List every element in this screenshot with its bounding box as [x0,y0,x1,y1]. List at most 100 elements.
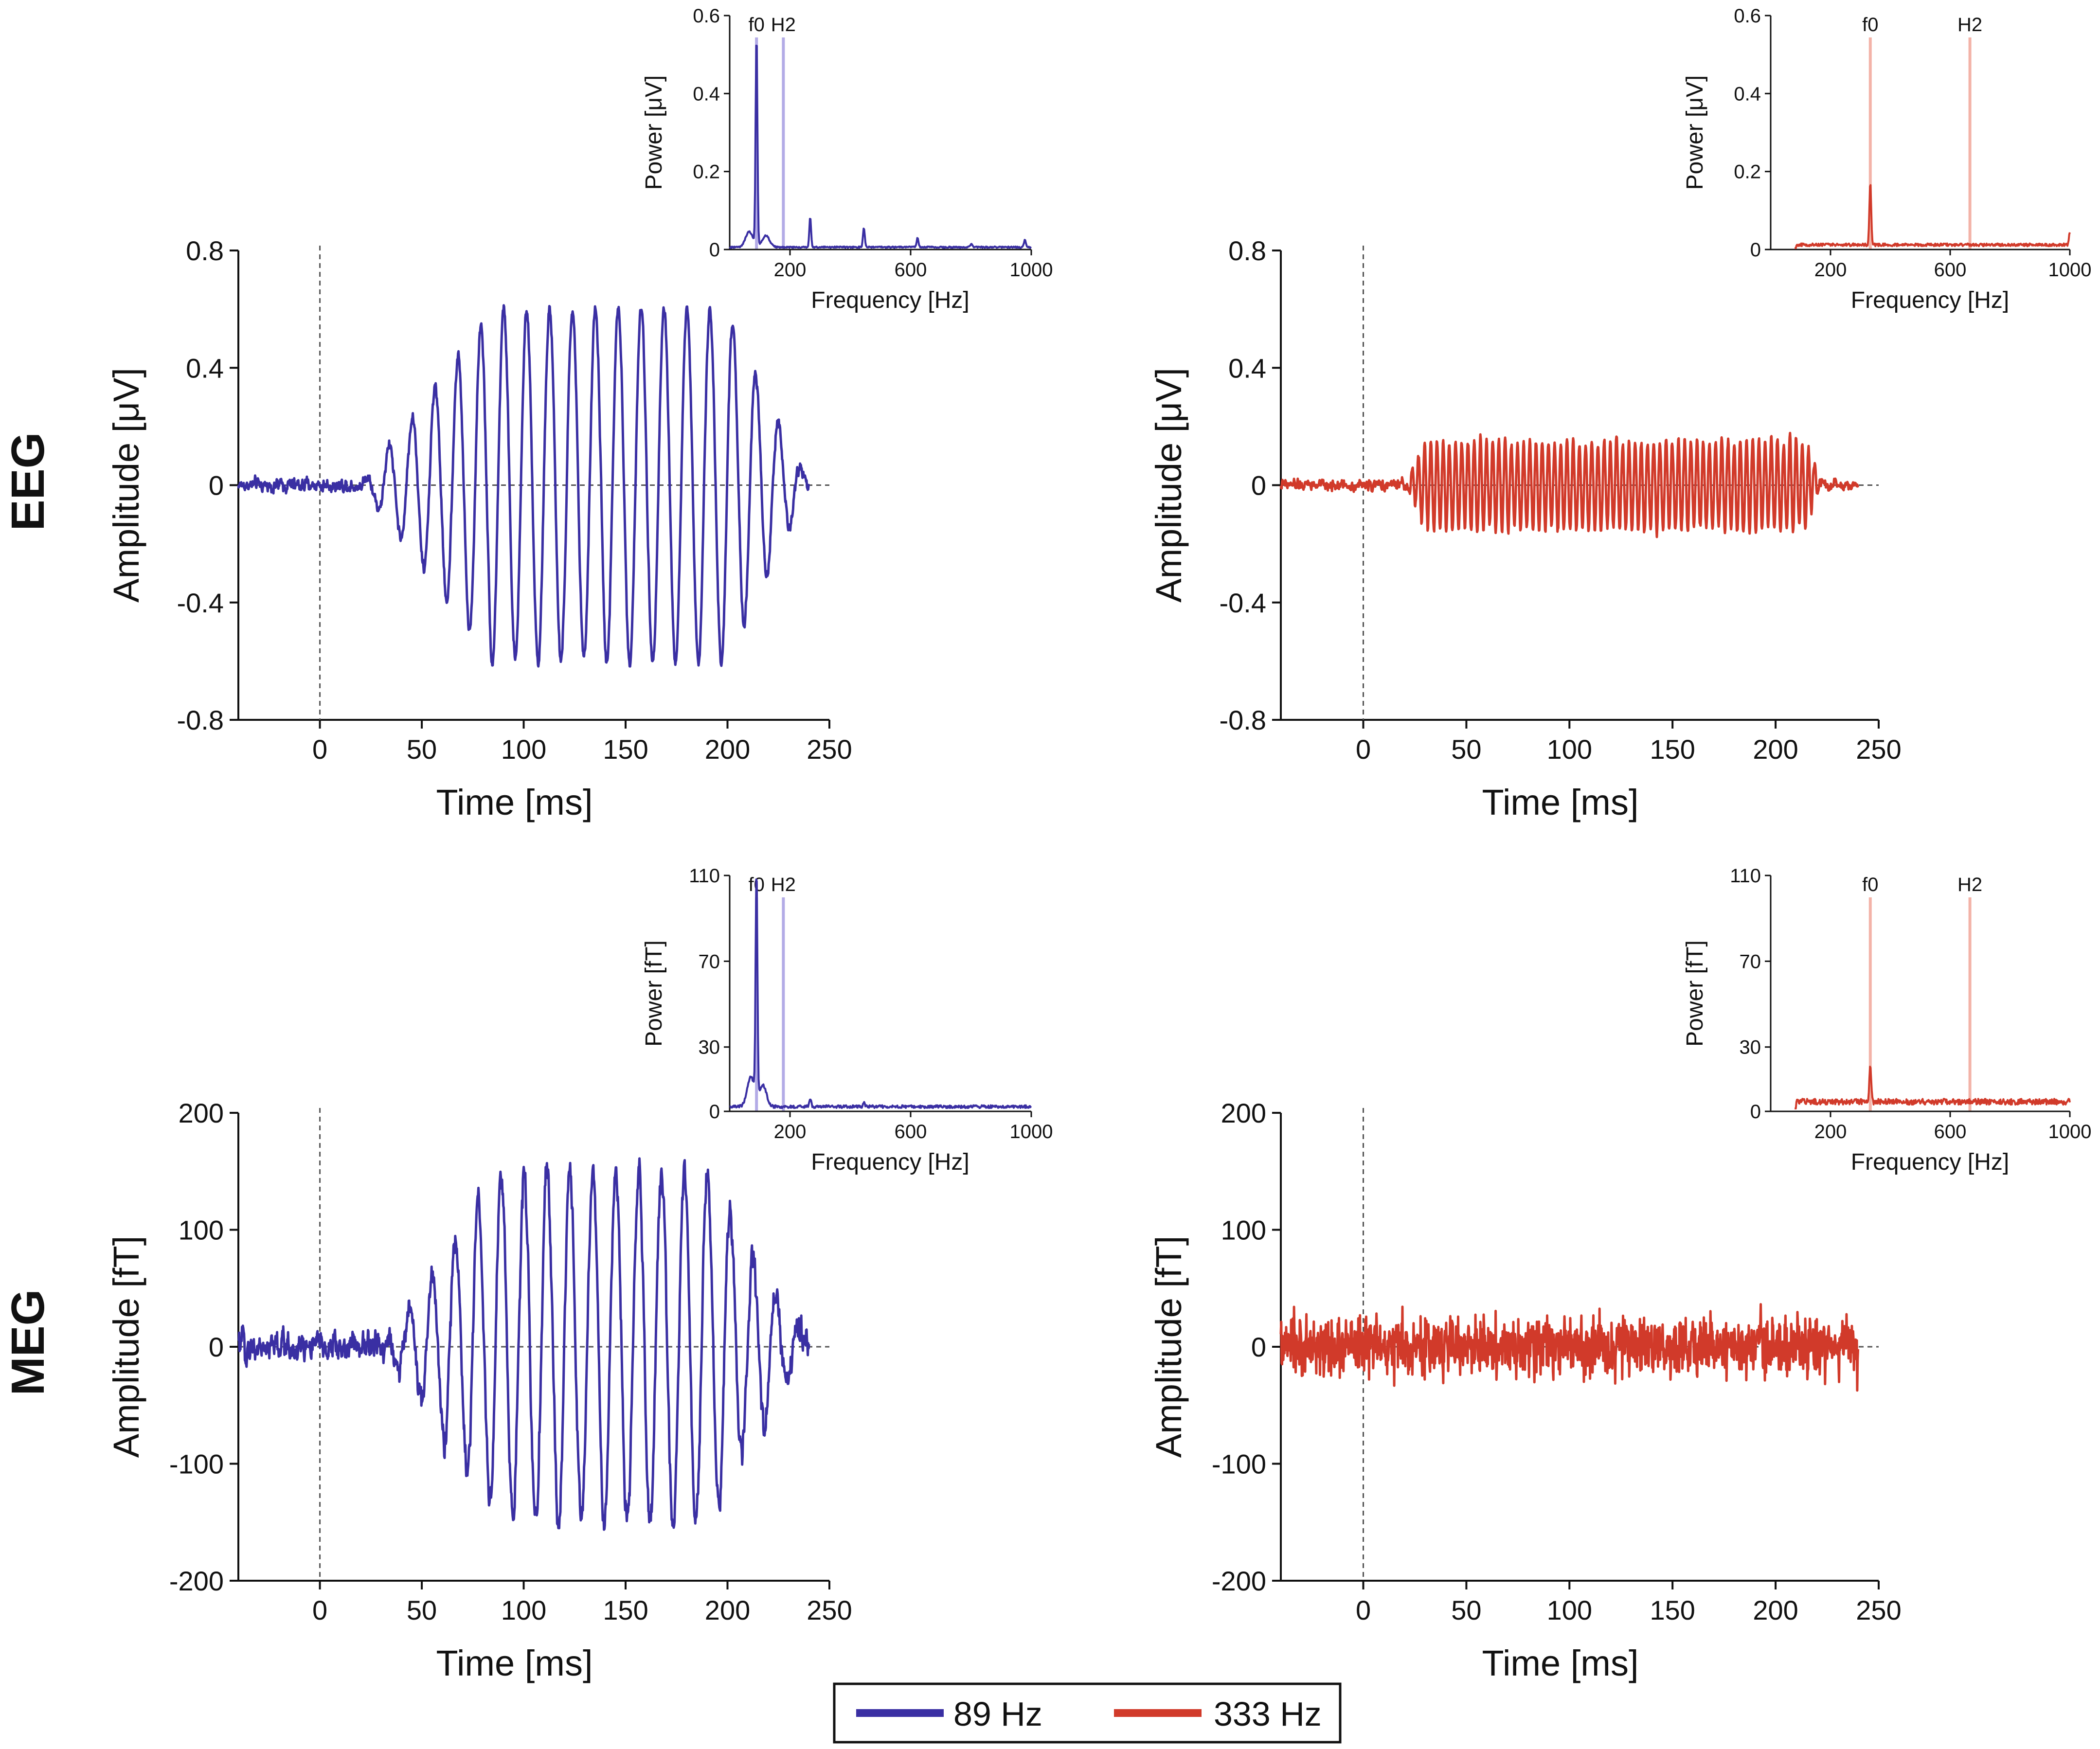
spectrum-line [729,878,1032,1109]
spectrum-line [1794,184,2071,250]
y-tick-label: 0.8 [1228,235,1266,266]
meg-89hz-time-panel: -200 -100 0 100 200 0 50 100 150 200 250 Time [ms] A… [106,1098,852,1683]
x-tick-label: 200 [1753,1595,1798,1625]
y-axis-label: Amplitude [μV] [1149,368,1189,603]
x-tick-label: 1000 [2048,1121,2092,1142]
x-tick-label: 150 [603,1595,648,1625]
x-tick-label: 0 [312,1595,327,1625]
y-tick-label: 0 [709,1101,720,1123]
x-tick-label: 200 [1814,1121,1847,1142]
harmonic-label-f0: f0 [1862,14,1878,36]
x-tick-label: 0 [312,734,327,765]
y-tick-label: 0 [709,239,720,261]
y-tick-label: 0.4 [1228,353,1266,383]
y-tick-label: -200 [169,1566,224,1596]
y-tick-label: 200 [1221,1098,1266,1128]
x-tick-label: 100 [501,1595,546,1625]
spectrum-line [729,44,1032,249]
x-tick-label: 1000 [1010,1121,1053,1142]
x-axis-label: Time [ms] [1482,1643,1638,1683]
legend-label-89hz: 89 Hz [953,1695,1042,1733]
x-axis-label: Frequency [Hz] [811,1149,969,1175]
x-tick-label: 50 [407,1595,437,1625]
x-tick-label: 200 [1753,734,1798,765]
x-tick-label: 0 [1356,734,1371,765]
y-axis-label: Amplitude [fT] [1149,1236,1189,1458]
x-tick-label: 250 [807,734,852,765]
x-tick-label: 100 [1547,734,1592,765]
x-axis-label: Time [ms] [436,1643,592,1683]
y-tick-label: -100 [169,1449,224,1480]
x-tick-label: 100 [1547,1595,1592,1625]
x-axis-label: Frequency [Hz] [811,287,969,313]
x-tick-label: 250 [807,1595,852,1625]
eeg-89hz-spectrum-panel: f0 H2 0 0.2 0.4 0.6 200 600 1000 Frequency [Hz] Po… [641,5,1053,313]
x-tick-label: 250 [1856,1595,1901,1625]
y-tick-label: 30 [1740,1037,1761,1058]
panels: -0.8 -0.4 0 0.4 0.8 0 50 100 150 200 250 Time [ms] A… [106,5,2091,1683]
eeg-333hz-spectrum-panel: f0 H2 0 0.2 0.4 0.6 200 600 1000 Frequency [Hz] Po… [1682,5,2091,313]
y-axis-label: Power [μV] [1682,75,1708,190]
y-tick-label: -200 [1212,1566,1266,1596]
y-tick-label: 100 [1221,1215,1266,1246]
x-tick-label: 250 [1856,734,1901,765]
harmonic-label-f0: f0 [749,14,765,36]
x-tick-label: 600 [895,1121,927,1142]
legend: 89 Hz 333 Hz [833,1682,1342,1744]
y-axis-label: Power [μV] [641,75,667,190]
y-axis-label: Power [fT] [641,940,667,1047]
y-tick-label: 0.4 [693,83,720,105]
harmonic-label-h2: H2 [771,874,796,895]
row-label-meg: MEG [2,1289,54,1396]
x-tick-label: 1000 [2048,259,2092,281]
x-axis-label: Time [ms] [436,782,592,822]
y-axis-label: Amplitude [fT] [106,1236,146,1458]
harmonic-label-h2: H2 [1957,14,1982,36]
y-tick-label: 0 [1251,470,1266,501]
y-tick-label: 0.6 [1734,5,1761,27]
x-tick-label: 1000 [1010,259,1053,281]
x-tick-label: 200 [705,1595,750,1625]
x-tick-label: 200 [774,1121,807,1142]
x-tick-label: 50 [1451,734,1481,765]
y-tick-label: -0.4 [177,588,224,618]
y-tick-label: 0 [1750,1101,1761,1123]
y-tick-label: 0.2 [693,161,720,183]
y-axis-label: Power [fT] [1682,940,1708,1047]
y-tick-label: -0.8 [177,705,224,735]
y-tick-label: 100 [179,1215,224,1246]
y-tick-label: 0 [209,470,224,501]
series-line-333hz [1279,1303,1860,1392]
x-tick-label: 600 [895,259,927,281]
y-tick-label: 70 [1740,951,1761,972]
x-tick-label: 50 [1451,1595,1481,1625]
x-axis-label: Frequency [Hz] [1851,1149,2009,1175]
row-label-eeg: EEG [2,432,54,531]
x-tick-label: 200 [1814,259,1847,281]
y-tick-label: -0.4 [1220,588,1267,618]
y-tick-label: 0.8 [186,235,224,266]
harmonic-label-h2: H2 [1957,874,1982,895]
y-tick-label: 110 [1730,865,1761,887]
x-axis-label: Frequency [Hz] [1851,287,2009,313]
x-tick-label: 600 [1934,1121,1967,1142]
y-tick-label: 0.2 [1734,161,1761,183]
x-axis-label: Time [ms] [1482,782,1638,822]
x-tick-label: 200 [774,259,807,281]
x-tick-label: 50 [407,734,437,765]
series-line-333hz [1279,431,1859,538]
y-tick-label: -100 [1212,1449,1266,1480]
x-tick-label: 150 [1650,1595,1695,1625]
y-tick-label: -0.8 [1220,705,1267,735]
y-tick-label: 110 [689,865,720,887]
harmonic-label-f0: f0 [1862,874,1878,895]
y-tick-label: 30 [699,1037,720,1058]
meg-333hz-spectrum-panel: f0 H2 0 30 70 110 200 600 1000 Frequency [Hz] Powe… [1682,865,2091,1175]
x-tick-label: 600 [1934,259,1967,281]
meg-333hz-time-panel: -200 -100 0 100 200 0 50 100 150 200 250 Time [ms] A… [1149,1098,1902,1683]
x-tick-label: 150 [603,734,648,765]
harmonic-label-h2: H2 [771,14,796,36]
y-tick-label: 0.6 [693,5,720,27]
